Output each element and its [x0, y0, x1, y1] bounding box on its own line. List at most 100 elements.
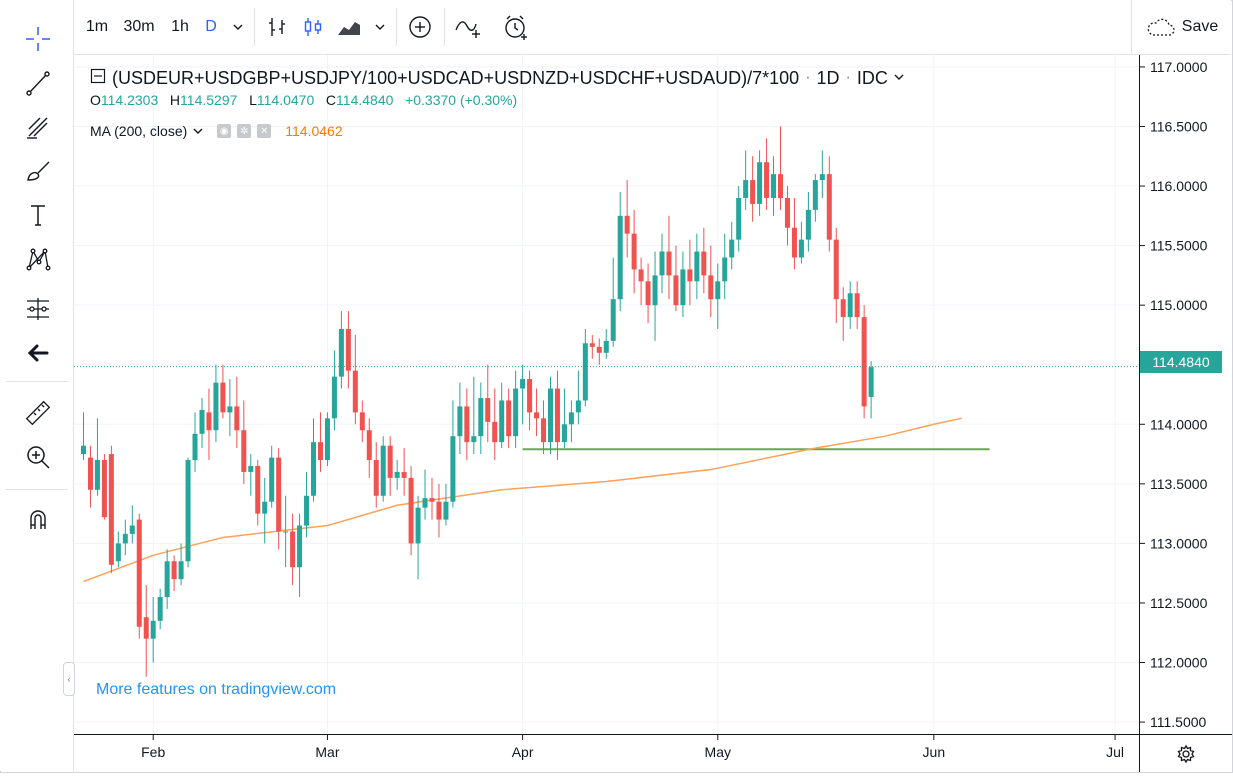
save-button[interactable]: Save [1131, 0, 1232, 54]
text-icon[interactable] [18, 198, 58, 232]
interval-dropdown-chevron-icon[interactable] [228, 12, 248, 42]
candle [652, 251, 658, 341]
candle [101, 454, 107, 520]
candle [115, 531, 121, 568]
candle [575, 370, 581, 425]
candle [87, 445, 93, 508]
candle [436, 483, 442, 538]
candle [227, 379, 233, 437]
brush-icon[interactable] [18, 154, 58, 188]
candle [743, 150, 749, 210]
candle [847, 281, 853, 329]
candle [582, 328, 588, 407]
indicators-icon[interactable] [452, 12, 484, 42]
candle [624, 180, 630, 258]
interval-30m[interactable]: 30m [123, 18, 155, 35]
price-axis[interactable]: 117.0000 116.5000 116.0000 115.5000 115.0000… [1139, 55, 1232, 734]
candle [171, 555, 177, 592]
candle [694, 233, 700, 300]
candle [757, 150, 763, 216]
candle [443, 483, 449, 526]
price-tick-label: 111.5000 [1150, 714, 1207, 730]
close-value: 114.4840 [336, 92, 394, 108]
candle [450, 400, 456, 508]
candle [331, 350, 337, 431]
ma-settings-icon[interactable]: ✲ [237, 124, 252, 138]
toolbar-separator [6, 489, 68, 490]
bars-style-icon[interactable] [262, 12, 292, 42]
ma-chevron-icon[interactable] [193, 123, 203, 139]
candle [199, 398, 205, 449]
ma-value: 114.0462 [285, 123, 343, 139]
candle [345, 311, 351, 389]
candle [283, 495, 289, 568]
time-tick-label: Feb [141, 744, 165, 760]
zoom-icon[interactable] [18, 440, 58, 474]
candle [506, 388, 512, 449]
collapse-legend-icon[interactable] [90, 68, 106, 89]
candles [80, 126, 874, 677]
ma-visibility-icon[interactable]: ◉ [217, 124, 232, 138]
ma-remove-icon[interactable]: ✕ [257, 124, 272, 138]
pattern-icon[interactable] [18, 242, 58, 276]
candle [317, 412, 323, 472]
settings-gear-icon[interactable] [1139, 734, 1232, 772]
candle [262, 477, 268, 544]
candle [561, 388, 567, 449]
candle [659, 233, 665, 294]
candle [687, 239, 693, 306]
candle [94, 418, 100, 496]
trend-line-icon[interactable] [18, 66, 58, 100]
candle [359, 400, 365, 443]
symbol-name[interactable]: (USDEUR+USDGBP+USDJPY/100+USDCAD+USDNZD+… [112, 67, 800, 88]
time-tick-label: Jul [1106, 744, 1124, 760]
candle [791, 197, 797, 270]
tradingview-link[interactable]: More features on tradingview.com [96, 681, 337, 698]
candle [638, 257, 644, 306]
candle [269, 445, 275, 508]
price-tick-label: 116.5000 [1150, 118, 1208, 134]
interval-1m[interactable]: 1m [85, 18, 109, 35]
chart-style-dropdown-chevron-icon[interactable] [370, 12, 390, 42]
candle [401, 448, 407, 496]
alert-clock-icon[interactable] [500, 12, 532, 42]
crosshair-icon[interactable] [18, 22, 58, 56]
candle [812, 174, 818, 222]
add-compare-icon[interactable] [404, 12, 436, 42]
candle [136, 513, 142, 639]
legend-interval: 1D [816, 67, 840, 88]
ma-label[interactable]: MA (200, close) [90, 123, 188, 139]
back-arrow-icon[interactable] [18, 336, 58, 370]
candles-style-icon[interactable] [298, 12, 328, 42]
time-tick-label: Apr [512, 744, 534, 760]
time-tick-label: May [705, 744, 731, 760]
toolbar-separator [6, 381, 68, 382]
candle [129, 505, 135, 544]
collapse-toolbar-button[interactable]: ‹ [63, 662, 75, 696]
legend-chevron-icon[interactable] [894, 69, 904, 87]
prediction-icon[interactable] [18, 292, 58, 326]
candle [701, 227, 707, 294]
interval-d[interactable]: D [205, 18, 217, 35]
area-style-icon[interactable] [334, 12, 364, 42]
magnet-icon[interactable] [18, 503, 58, 537]
candle [513, 370, 519, 449]
price-tick-label: 113.0000 [1150, 535, 1208, 551]
candle [854, 281, 860, 329]
price-chart[interactable] [74, 55, 1139, 734]
price-tick-label: 117.0000 [1150, 59, 1208, 75]
candle [234, 376, 240, 449]
fib-icon[interactable] [18, 110, 58, 144]
candle [311, 418, 317, 502]
candle [164, 549, 170, 609]
candle [499, 382, 505, 449]
time-axis[interactable]: Feb Mar Apr May Jun Jul [74, 734, 1139, 772]
candle [366, 418, 372, 478]
candle [826, 156, 832, 252]
candle [645, 263, 651, 324]
cloud-icon [1147, 18, 1175, 36]
candle [520, 364, 526, 425]
ruler-icon[interactable] [18, 396, 58, 430]
open-value: 114.2303 [100, 92, 159, 108]
interval-1h[interactable]: 1h [171, 18, 189, 35]
